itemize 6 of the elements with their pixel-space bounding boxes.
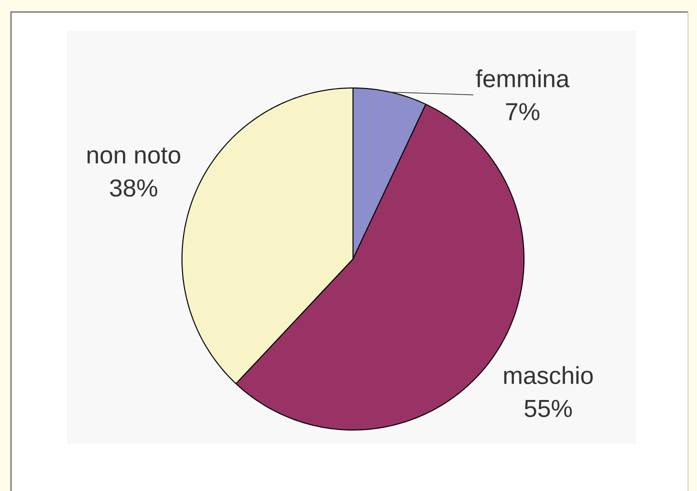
slice-label: non noto (88, 148, 180, 164)
data-label: 7% (506, 103, 540, 120)
slice-label: maschio (504, 366, 593, 384)
data-label: 38% (110, 179, 158, 197)
data-label: 55% (524, 400, 572, 418)
slice-label: femmina (476, 69, 570, 88)
